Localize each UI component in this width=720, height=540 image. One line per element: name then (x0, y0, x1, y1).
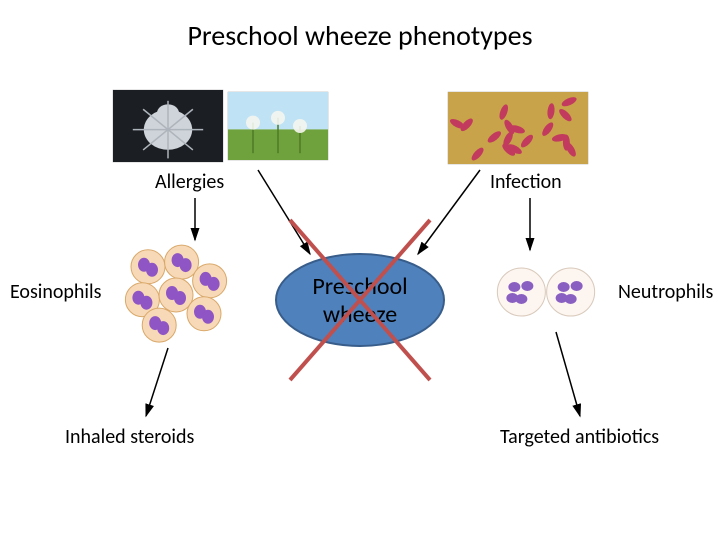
image-neutrophils (497, 268, 594, 316)
image-eosinophils (125, 245, 226, 342)
image-dandelion-field (228, 92, 328, 160)
diagram-canvas: Preschoolwheeze (0, 0, 720, 540)
image-dust-mite (113, 90, 223, 162)
center-node-preschool-wheeze: Preschoolwheeze (276, 220, 444, 380)
svg-text:Preschool: Preschool (312, 272, 407, 301)
image-bacteria (448, 92, 588, 164)
svg-text:wheeze: wheeze (323, 300, 397, 329)
